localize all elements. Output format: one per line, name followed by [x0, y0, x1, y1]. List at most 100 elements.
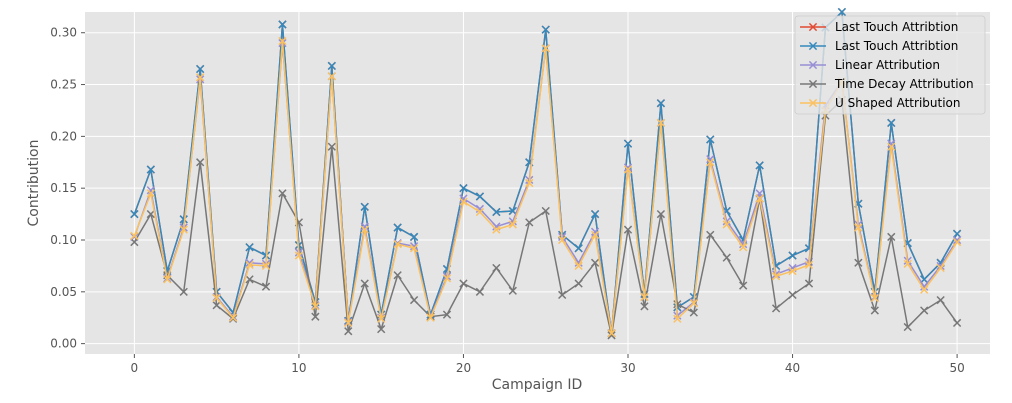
data-point — [870, 293, 879, 303]
legend-box — [794, 15, 986, 115]
data-point — [574, 244, 583, 253]
data-point — [722, 220, 731, 229]
data-point — [327, 72, 336, 81]
data-point — [146, 165, 155, 174]
legend-marker — [808, 98, 818, 108]
y-axis-ticks: 0.00 0.05 0.10 0.15 0.20 0.25 0.30 — [50, 26, 85, 351]
data-point — [294, 251, 304, 260]
data-point — [623, 225, 633, 234]
legend-item: Last Touch Attribtion — [800, 20, 958, 34]
data-point — [344, 327, 353, 336]
data-point — [574, 279, 583, 288]
data-point — [459, 184, 468, 193]
data-point — [360, 279, 369, 288]
legend-item: Time Decay Attribution — [800, 77, 974, 91]
data-point — [475, 287, 485, 296]
data-point — [574, 261, 583, 271]
data-point — [261, 261, 271, 271]
data-point — [508, 286, 517, 295]
data-point — [360, 225, 369, 234]
data-point — [146, 186, 155, 195]
data-point — [920, 306, 929, 315]
data-point — [311, 302, 320, 311]
data-point — [739, 281, 748, 290]
data-point — [179, 215, 188, 224]
data-point — [607, 331, 616, 340]
data-point — [590, 209, 600, 219]
data-point — [887, 139, 896, 148]
data-point — [558, 290, 567, 300]
data-point — [952, 229, 962, 238]
data-point — [903, 322, 912, 332]
data-point — [936, 263, 945, 273]
data-point — [393, 223, 402, 232]
data-point — [920, 282, 929, 291]
data-point — [196, 64, 205, 74]
data-point — [212, 301, 221, 310]
data-point — [689, 299, 698, 308]
x-tick-label: 0 — [131, 361, 139, 375]
data-point — [459, 197, 468, 206]
data-point — [952, 237, 962, 247]
data-point — [261, 282, 271, 291]
data-point — [130, 209, 139, 219]
data-point — [590, 227, 600, 236]
y-tick-label: 0.05 — [50, 285, 77, 299]
data-point — [179, 225, 188, 234]
data-point — [179, 287, 188, 296]
data-point — [656, 99, 666, 108]
data-point — [656, 209, 666, 219]
data-point — [936, 295, 945, 305]
data-point — [788, 266, 797, 276]
data-point — [656, 118, 666, 128]
x-axis-label: Campaign ID — [492, 377, 582, 393]
data-point — [475, 207, 485, 217]
data-point — [887, 118, 896, 128]
legend-marker — [808, 60, 818, 70]
data-point — [804, 260, 814, 270]
data-point — [492, 263, 501, 273]
data-point — [870, 306, 879, 315]
legend-label: Linear Attribution — [835, 58, 940, 72]
data-point — [245, 275, 254, 284]
series-4 — [130, 36, 962, 338]
legend-marker — [808, 79, 818, 89]
data-point — [377, 324, 386, 334]
data-point — [706, 230, 715, 239]
y-tick-label: 0.10 — [50, 233, 77, 247]
data-point — [673, 300, 682, 309]
data-point — [903, 259, 912, 268]
data-point — [146, 189, 155, 198]
data-point — [475, 192, 485, 201]
data-point — [245, 243, 254, 252]
data-point — [952, 235, 962, 245]
y-axis-label: Contribution — [26, 140, 42, 227]
data-point — [920, 285, 929, 294]
data-point — [590, 230, 600, 239]
data-point — [837, 7, 847, 17]
data-point — [706, 135, 715, 144]
data-point — [541, 25, 550, 34]
data-point — [245, 260, 254, 270]
data-point — [788, 290, 797, 300]
data-point — [525, 178, 534, 188]
series-layer — [130, 7, 962, 340]
x-tick-label: 20 — [456, 361, 471, 375]
data-point — [409, 244, 419, 253]
data-point — [228, 313, 238, 322]
legend-marker — [808, 41, 818, 51]
data-point — [393, 240, 402, 249]
data-point — [130, 231, 139, 240]
data-point — [640, 302, 649, 311]
y-tick-label: 0.25 — [50, 78, 77, 92]
data-point — [360, 222, 369, 231]
data-point — [804, 279, 814, 288]
data-point — [854, 223, 863, 232]
data-point — [541, 44, 550, 53]
data-point — [459, 279, 468, 288]
data-point — [640, 292, 649, 302]
y-tick-label: 0.15 — [50, 181, 77, 195]
data-point — [739, 243, 748, 252]
data-point — [377, 314, 386, 323]
data-point — [952, 318, 962, 328]
